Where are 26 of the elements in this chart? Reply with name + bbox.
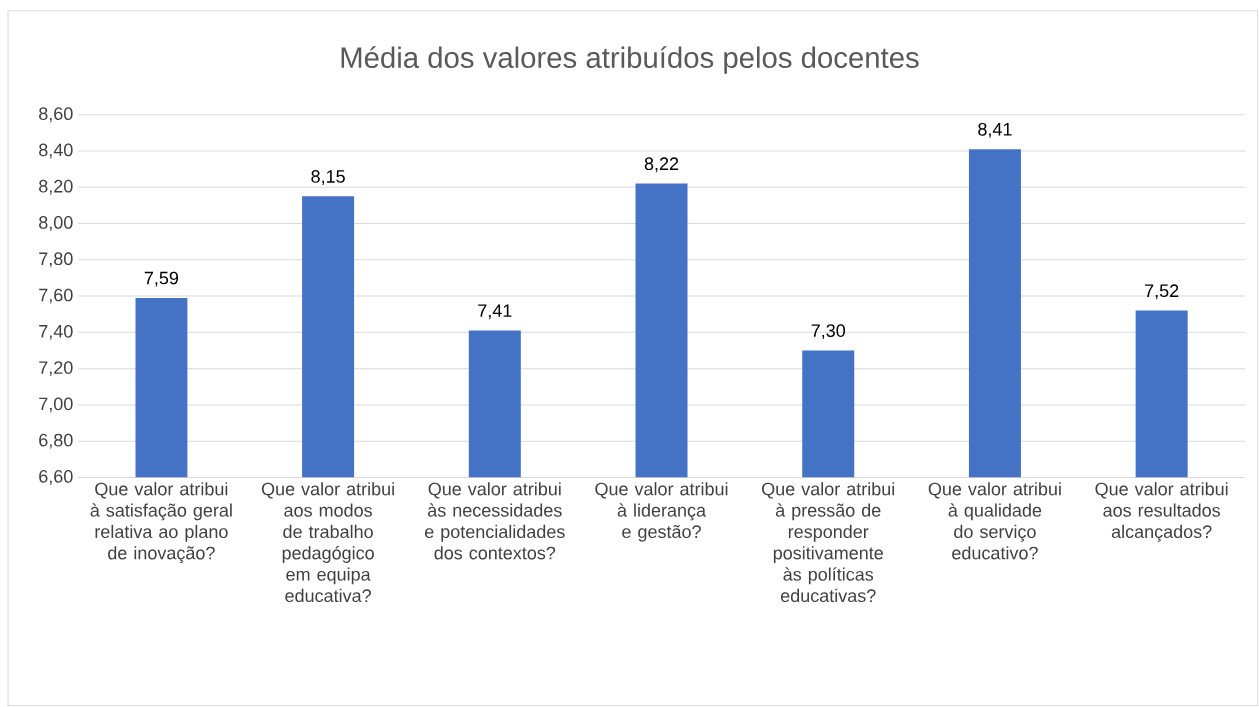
y-tick-label: 8,00 bbox=[39, 216, 73, 232]
y-tick-label: 6,80 bbox=[39, 433, 73, 449]
y-tick-label: 7,00 bbox=[39, 397, 73, 413]
y-tick-label: 8,60 bbox=[39, 107, 73, 123]
y-tick-label: 8,20 bbox=[39, 179, 73, 195]
data-label: 7,30 bbox=[811, 324, 846, 340]
y-tick-label: 6,60 bbox=[39, 470, 73, 485]
y-tick-label: 7,80 bbox=[39, 252, 73, 268]
x-tick-label: Que valor atribui à pressão de responder positivamente às políticas educativas? bbox=[762, 482, 895, 603]
x-tick-label: Que valor atribui às necessidades e potencialidades dos contextos? bbox=[425, 482, 565, 560]
data-label: 8,22 bbox=[644, 157, 679, 173]
x-tick-label: Que valor atribui aos resultados alcançados? bbox=[1095, 482, 1228, 542]
x-tick-label: Que valor atribui à satisfação geral relativa ao plano de inovação? bbox=[90, 482, 232, 564]
data-label: 7,41 bbox=[478, 304, 512, 320]
y-tick-label: 8,40 bbox=[39, 143, 73, 159]
data-label: 8,15 bbox=[311, 170, 345, 186]
y-tick-label: 7,60 bbox=[39, 288, 73, 304]
x-tick-label: Que valor atribui à liderança e gestão? bbox=[595, 482, 728, 542]
chart-title: Média dos valores atribuídos pelos docentes bbox=[341, 46, 919, 74]
data-label: 7,59 bbox=[144, 271, 179, 287]
data-label: 8,41 bbox=[978, 122, 1012, 138]
y-tick-label: 7,20 bbox=[39, 361, 73, 377]
x-tick-label: Que valor atribui à qualidade do serviço educativo? bbox=[928, 482, 1061, 560]
y-tick-label: 7,40 bbox=[39, 324, 73, 340]
data-label: 7,52 bbox=[1145, 284, 1179, 300]
x-tick-label: Que valor atribui aos modos de trabalho pedagógico em equipa educativa? bbox=[261, 482, 394, 603]
